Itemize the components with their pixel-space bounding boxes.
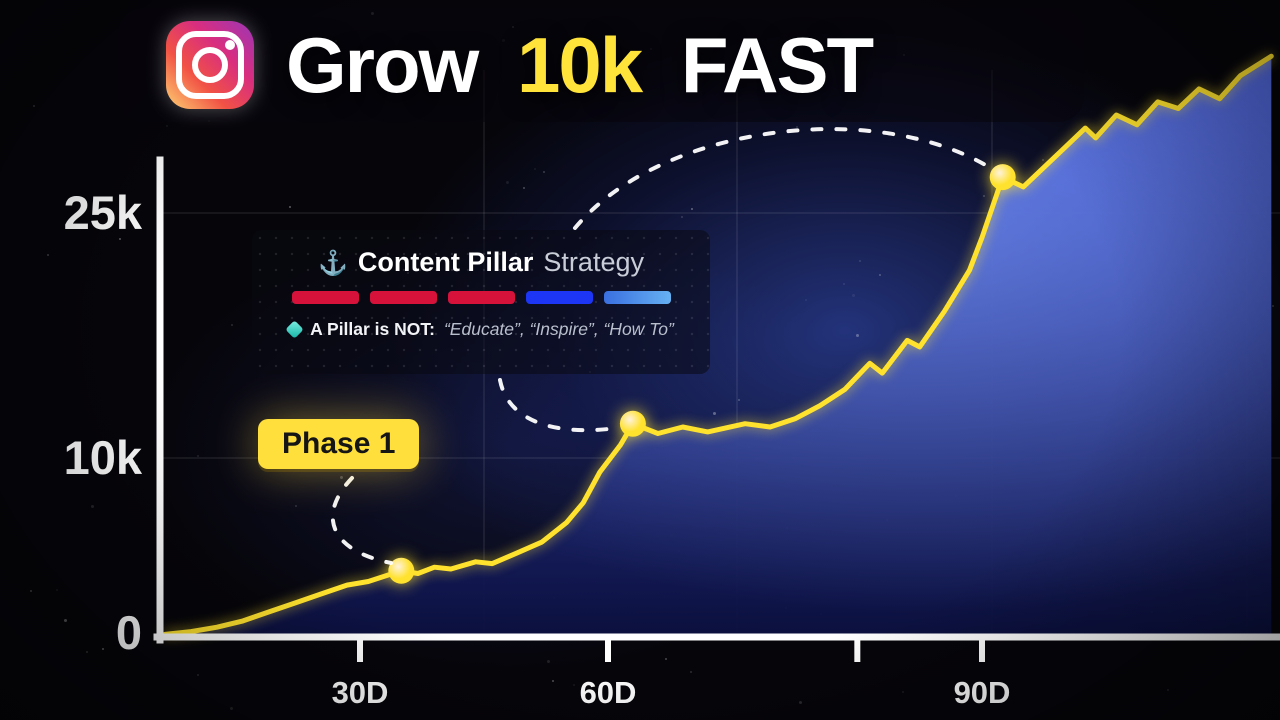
pillar-bar: [447, 291, 515, 304]
pillar-bar: [369, 291, 437, 304]
x-tick-label: 90D: [954, 675, 1011, 710]
pillar-bar: [603, 291, 671, 304]
anchor-icon: [318, 247, 348, 278]
x-tick-label: 60D: [580, 675, 637, 710]
pillar-bar: [525, 291, 593, 304]
pillar-note-bold: A Pillar is NOT:: [310, 319, 435, 339]
x-tick-label: 30D: [332, 675, 389, 710]
pillar-title-bold: Content Pillar: [357, 247, 534, 277]
y-tick-label: 25k: [64, 186, 143, 239]
connector-milestone2: [498, 378, 619, 433]
y-tick-label: 0: [116, 606, 142, 659]
pillar-card-title: Content Pillar Strategy: [252, 247, 710, 278]
gem-icon: [285, 320, 304, 339]
milestone-dot: [619, 410, 646, 437]
pillar-bar: [291, 291, 359, 304]
pillar-note-italic: “Educate”, “Inspire”, “How To”: [443, 319, 674, 339]
title-fast: FAST: [680, 20, 874, 109]
page-title: Grow 10k FAST: [286, 20, 874, 111]
header-banner: Grow 10k FAST: [118, 8, 1084, 122]
y-tick-label: 10k: [64, 431, 143, 484]
pillar-title-light: Strategy: [543, 247, 644, 277]
milestone-dot: [989, 164, 1016, 191]
connector-phase1: [330, 476, 393, 565]
title-grow: Grow: [286, 20, 479, 109]
content-pillar-card: Content Pillar Strategy A Pillar is NOT:…: [252, 230, 710, 374]
pillar-color-bars: [252, 291, 710, 304]
title-10k-highlight: 10k: [517, 20, 643, 109]
instagram-logo-icon: [166, 21, 254, 109]
pillar-note: A Pillar is NOT: “Educate”, “Inspire”, “…: [252, 319, 710, 340]
phase-1-badge: Phase 1: [258, 419, 420, 469]
